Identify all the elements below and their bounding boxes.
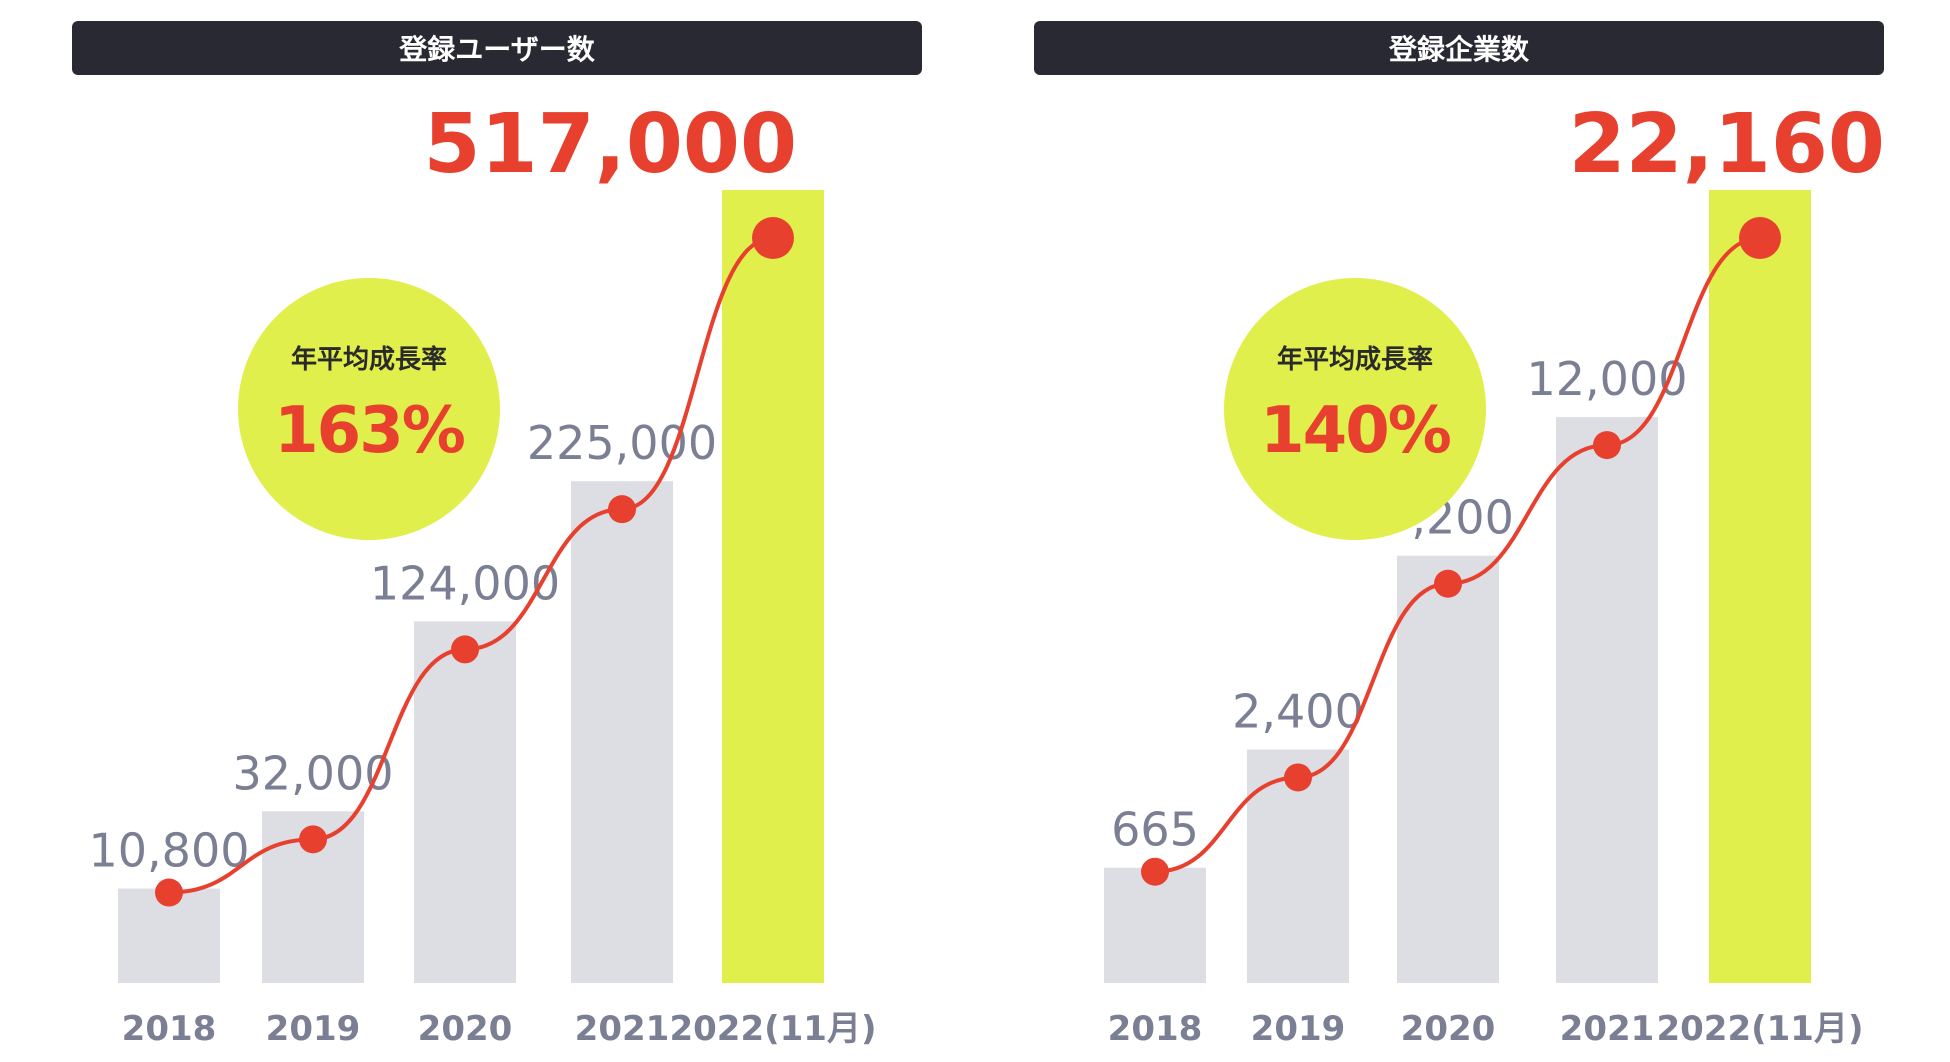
bar-highlight	[722, 190, 824, 983]
chart-title-banner: 登録ユーザー数	[72, 21, 922, 75]
series-line	[168, 236, 774, 895]
data-point	[1284, 763, 1312, 792]
value-label: 2,400	[1232, 684, 1364, 738]
x-tick-label: 2020	[418, 1009, 513, 1049]
value-label: 225,000	[527, 416, 717, 470]
x-tick-label: 2020	[1401, 1009, 1496, 1049]
x-tick-label: 2018	[122, 1009, 217, 1049]
x-tick-label: 2022(11月)	[669, 1009, 876, 1049]
growth-rate-value: 163%	[274, 393, 466, 468]
chart-svg-users: 10,800201832,0002019124,0002020225,00020…	[89, 97, 877, 1049]
x-tick-label: 2019	[266, 1009, 361, 1049]
x-tick-label: 2021	[575, 1009, 670, 1049]
data-point	[1434, 569, 1462, 598]
chart-panel-companies: 登録企業数 665 2018 2,400 2019 7,200 2020 12,000 202…	[975, 0, 1950, 1062]
value-label-final: 517,000	[424, 97, 797, 192]
x-tick-label: 2018	[1108, 1009, 1203, 1049]
bar-highlight	[1709, 190, 1811, 983]
data-point	[451, 635, 479, 664]
chart-title-banner: 登録企業数	[1034, 21, 1884, 75]
data-point	[1141, 857, 1169, 886]
x-tick-label: 2019	[1251, 1009, 1346, 1049]
chart-svg-companies: 66520182,40020197,200202012,000202122,16…	[1104, 97, 1885, 1049]
data-point	[299, 825, 327, 854]
data-point	[752, 217, 794, 259]
growth-rate-label: 年平均成長率	[1276, 344, 1433, 375]
value-label: 12,000	[1527, 352, 1688, 406]
bar	[1104, 867, 1206, 983]
data-point	[155, 878, 183, 907]
growth-rate-value: 140%	[1260, 393, 1452, 468]
growth-rate-badge: 年平均成長率 140%	[1224, 278, 1486, 540]
value-label: 665	[1111, 803, 1199, 857]
x-tick-label: 2021	[1560, 1009, 1655, 1049]
chart-panel-users: 登録ユーザー数 10,800 2018 32,000 2019 124,000 2020 2…	[72, 21, 922, 1049]
bar	[571, 481, 673, 983]
data-point	[1593, 431, 1621, 460]
value-label: 10,800	[89, 824, 250, 878]
value-label-final: 22,160	[1569, 97, 1885, 192]
growth-rate-badge: 年平均成長率 163%	[238, 278, 500, 540]
bar	[1556, 417, 1658, 983]
x-tick-label: 2022(11月)	[1656, 1009, 1863, 1049]
data-point	[608, 495, 636, 524]
bar	[414, 621, 516, 983]
bar	[1397, 555, 1499, 983]
data-point	[1739, 217, 1781, 259]
growth-rate-label: 年平均成長率	[290, 344, 447, 375]
